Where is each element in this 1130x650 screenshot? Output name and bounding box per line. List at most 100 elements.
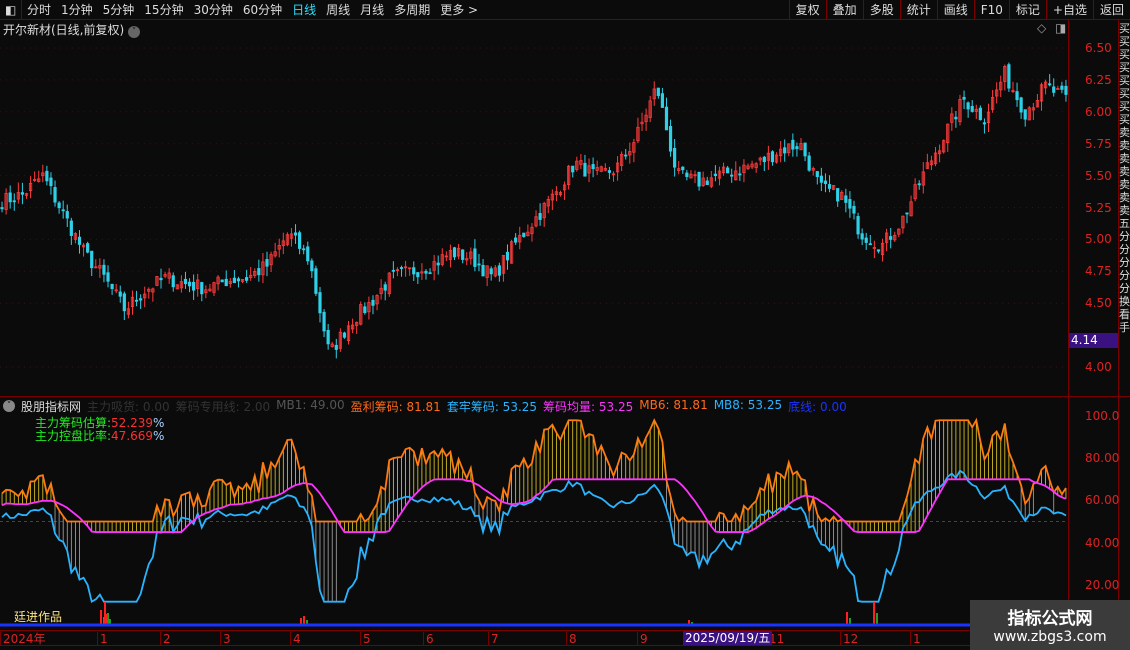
period-tab[interactable]: 1分钟 xyxy=(61,3,93,17)
side-strip[interactable]: 买买买买买买买买卖卖卖卖卖卖卖五分分分分分换看手 xyxy=(1119,22,1130,334)
candle-body xyxy=(37,178,41,182)
candle-body xyxy=(346,325,351,342)
panel-toggle-icon[interactable]: ◧ xyxy=(0,0,22,19)
candle-body xyxy=(45,170,49,182)
candle-body xyxy=(954,116,958,120)
candle-body xyxy=(962,96,966,100)
stock-title[interactable]: 开尔新材(日线,前复权) ˅ xyxy=(3,21,141,38)
candle-body xyxy=(542,203,546,219)
trapped-chip-line xyxy=(1,469,1067,604)
candle-body xyxy=(1039,84,1044,102)
candle-body xyxy=(416,272,420,278)
candle-body xyxy=(379,287,383,295)
candle-body xyxy=(314,268,318,294)
candle-body xyxy=(986,111,991,124)
toolbar-button[interactable]: +自选 xyxy=(1045,0,1093,20)
indicator-field: 底线: 0.00 xyxy=(788,400,847,414)
candle-body xyxy=(1023,109,1027,120)
candle-body xyxy=(730,174,734,177)
period-tab[interactable]: 5分钟 xyxy=(102,3,135,17)
watermark-url: www.zbgs3.com xyxy=(993,629,1107,645)
candle-body xyxy=(289,233,294,239)
candle-body xyxy=(974,108,978,112)
candle-body xyxy=(807,155,811,171)
candle-body xyxy=(265,259,269,267)
axis-divider xyxy=(1068,20,1069,630)
candle-body xyxy=(1027,107,1031,121)
toolbar-button[interactable]: 统计 xyxy=(899,0,937,20)
candle-body xyxy=(958,99,962,123)
period-tab[interactable]: 30分钟 xyxy=(193,3,233,17)
price-tick: 5.50 xyxy=(1085,168,1112,183)
candle-body xyxy=(966,102,970,110)
candle-body xyxy=(868,243,872,246)
date-cursor-tag: 2025/09/19/五 xyxy=(683,631,773,645)
indicator-field: 筹码专用线: 2.00 xyxy=(175,400,271,414)
candle-body xyxy=(917,183,921,186)
candle-body xyxy=(591,164,595,170)
candle-body xyxy=(664,106,669,131)
candle-body xyxy=(929,160,934,165)
candle-body xyxy=(269,254,273,266)
candle-body xyxy=(905,212,909,215)
candle-body xyxy=(240,279,245,282)
candle-body xyxy=(893,234,897,241)
period-tab[interactable]: 月线 xyxy=(360,3,385,17)
candle-body xyxy=(803,142,807,157)
layout-toggle-icon[interactable]: ◨ xyxy=(1055,21,1067,35)
candle-body xyxy=(493,267,497,277)
period-tab[interactable]: 周线 xyxy=(326,3,351,17)
candle-body xyxy=(689,173,693,179)
period-tab[interactable]: 多周期 xyxy=(394,3,431,17)
period-tab[interactable]: 15分钟 xyxy=(144,3,184,17)
toolbar-button[interactable]: 叠加 xyxy=(825,0,863,20)
period-tab[interactable]: 日线 xyxy=(292,3,317,17)
price-and-indicator-chart[interactable] xyxy=(0,0,1068,630)
candle-body xyxy=(302,248,306,251)
toolbar-button[interactable]: F10 xyxy=(973,0,1009,20)
period-tab[interactable]: 更多 > xyxy=(440,3,479,17)
signal-bar xyxy=(691,622,693,624)
candle-body xyxy=(253,271,257,276)
toolbar-button[interactable]: 多股 xyxy=(862,0,900,20)
candle-body xyxy=(306,246,310,262)
candle-body xyxy=(990,97,995,110)
ctrl-value: 47.669 xyxy=(111,429,154,443)
candle-body xyxy=(420,271,424,274)
candle-body xyxy=(383,284,387,291)
toolbar-button[interactable]: 画线 xyxy=(936,0,974,20)
candle-body xyxy=(648,100,652,118)
indicator-field: MB6: 81.81 xyxy=(639,398,708,412)
candle-body xyxy=(636,126,640,142)
candle-body xyxy=(795,146,799,150)
candle-body xyxy=(693,174,697,177)
candle-body xyxy=(603,168,607,171)
candle-body xyxy=(856,216,860,235)
candle-body xyxy=(461,249,465,260)
candle-body xyxy=(897,228,901,235)
candle-body xyxy=(770,151,775,163)
indicator-field: 筹码均量: 53.25 xyxy=(543,400,634,414)
period-tab[interactable]: 60分钟 xyxy=(242,3,283,17)
date-tick: 8 xyxy=(566,632,577,646)
indicator-name[interactable]: 股朋指标网 xyxy=(21,400,82,414)
candle-body xyxy=(746,165,750,169)
diamond-icon[interactable]: ◇ xyxy=(1037,21,1047,35)
chevron-down-icon[interactable]: ˅ xyxy=(128,26,141,38)
indicator-tick: 80.00 xyxy=(1085,451,1120,466)
candle-body xyxy=(791,139,795,150)
toolbar-button[interactable]: 标记 xyxy=(1008,0,1046,20)
candle-body xyxy=(660,93,665,108)
toolbar-button[interactable]: 复权 xyxy=(788,0,826,20)
candle-body xyxy=(611,173,616,176)
candle-body xyxy=(465,258,469,261)
candle-body xyxy=(412,267,416,275)
candle-body xyxy=(509,241,514,264)
price-tick: 4.50 xyxy=(1085,296,1112,311)
candle-body xyxy=(236,278,241,282)
chevron-down-icon[interactable]: ˅ xyxy=(3,400,15,412)
candle-body xyxy=(477,263,481,266)
candle-body xyxy=(0,207,4,210)
toolbar-button[interactable]: 返回 xyxy=(1092,0,1130,20)
period-tab[interactable]: 分时 xyxy=(27,3,52,17)
